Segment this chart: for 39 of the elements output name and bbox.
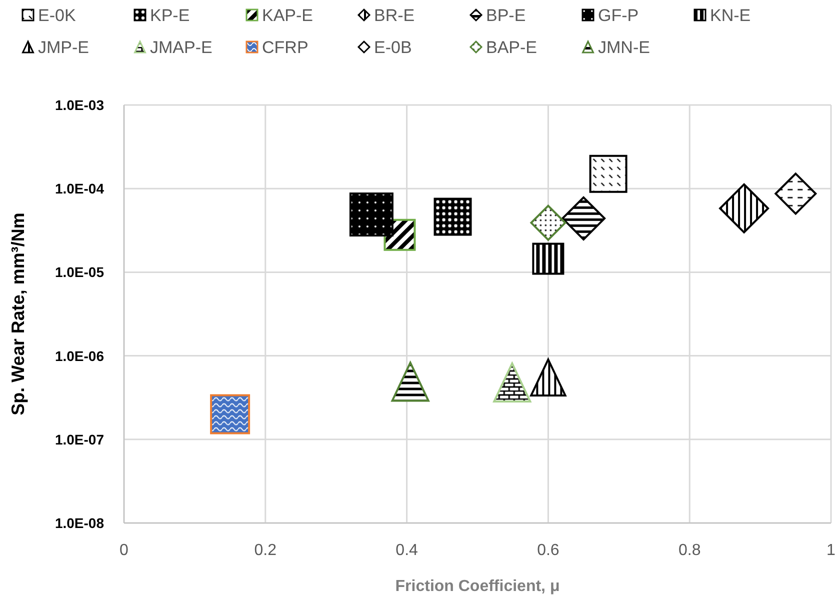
y-tick-label: 1.0E-03 xyxy=(54,97,104,113)
y-tick-label: 1.0E-04 xyxy=(54,180,104,197)
y-tick-label: 1.0E-08 xyxy=(54,515,104,531)
x-tick-label: 0.4 xyxy=(396,542,418,559)
point xyxy=(349,192,394,236)
x-tick-label: 0 xyxy=(120,542,129,559)
legend-label: CFRP xyxy=(262,38,308,57)
point xyxy=(391,362,430,402)
legend-label: BAP-E xyxy=(486,38,538,57)
point xyxy=(532,242,564,275)
y-axis-title: Sp. Wear Rate, mm³/Nm xyxy=(8,212,28,416)
point xyxy=(530,358,566,397)
legend-label: GF-P xyxy=(598,6,639,25)
legend-label: BP-E xyxy=(486,6,526,25)
legend-label: KN-E xyxy=(710,6,751,25)
x-tick-label: 1 xyxy=(826,542,835,559)
point xyxy=(434,198,472,236)
point xyxy=(774,172,817,215)
x-tick-label: 0.6 xyxy=(537,542,560,559)
legend-label: KP-E xyxy=(150,6,190,25)
legend-label: JMP-E xyxy=(38,38,89,57)
point xyxy=(210,394,250,434)
legend-label: JMAP-E xyxy=(150,38,212,57)
legend-label: BR-E xyxy=(374,6,415,25)
legend-label: JMN-E xyxy=(598,38,650,57)
point xyxy=(493,362,532,402)
x-tick-label: 0.2 xyxy=(254,542,277,559)
point xyxy=(562,196,606,240)
legend-label: E-0B xyxy=(374,38,412,57)
x-tick-label: 0.8 xyxy=(678,542,701,559)
y-tick-label: 1.0E-06 xyxy=(54,348,104,364)
point xyxy=(530,204,566,241)
legend-label: E-0K xyxy=(38,6,76,25)
legend-label: KAP-E xyxy=(262,6,314,25)
y-tick-label: 1.0E-07 xyxy=(54,431,104,448)
point xyxy=(719,183,770,234)
x-axis-title: Friction Coefficient, μ xyxy=(395,578,560,595)
y-tick-label: 1.0E-05 xyxy=(54,264,104,280)
point xyxy=(589,154,628,193)
